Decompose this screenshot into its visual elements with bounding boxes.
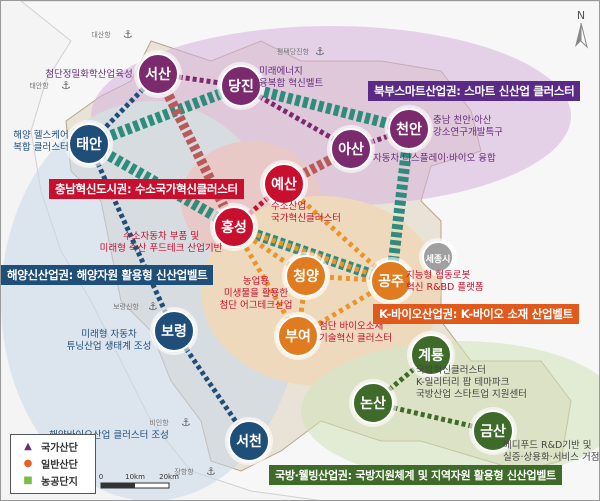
belt-link	[87, 80, 243, 150]
legend-label: 일반산단	[41, 460, 78, 471]
city-node: 보령	[150, 307, 198, 355]
annotation-label: 수소자동차 부품 및 미래형 축산 푸드테크 산업기반	[100, 230, 223, 254]
port-label: 대산항	[91, 30, 111, 39]
legend-item-general: ● 일반산단	[21, 455, 95, 472]
city-node: 세종시	[419, 238, 457, 276]
anchor-icon: ⚓	[206, 465, 216, 478]
annotation-label: 미래형 자동차 튜닝산업 생태계 조성	[67, 328, 152, 352]
annotation-label: 첨단 바이오소재 기술혁신 클러스터	[319, 321, 392, 344]
port-label: 보령신항	[113, 302, 139, 311]
city-node: 부여	[274, 312, 322, 360]
port-label: 비인항	[149, 418, 169, 427]
city-label: 천안	[396, 121, 422, 138]
city-node: 계룡	[407, 331, 455, 379]
port-label: 평택당진항	[277, 47, 310, 56]
port-marker: ⚓ 평택당진항	[277, 45, 325, 58]
belt-link	[385, 128, 415, 282]
city-label: 서산	[145, 66, 171, 83]
scale-bar: 0 10km 20km	[99, 473, 179, 489]
city-node: 논산	[349, 379, 397, 427]
legend-item-agri: ■ 농공단지	[21, 472, 95, 489]
city-node: 당진	[217, 62, 265, 110]
anchor-icon: ⚓	[123, 28, 133, 41]
city-label: 당진	[228, 78, 254, 95]
city-node: 예산	[260, 160, 308, 208]
city-label: 논산	[360, 395, 386, 412]
belt-link	[86, 142, 177, 333]
legend: ▲ 국가산단 ● 일반산단 ■ 농공단지	[10, 434, 96, 494]
banner-north: 북부스마트산업권: 스마트 신산업 클러스터	[368, 81, 581, 101]
city-node: 서산	[134, 50, 182, 98]
city-label: 청양	[293, 269, 319, 285]
annotation-label: 농업용 미생물을 활용한 첨단 어그테크산업	[220, 275, 293, 311]
zone-defense	[301, 341, 599, 481]
annotation-label: 자동차·디스플레이·바이오 융합	[373, 152, 496, 164]
city-label: 태안	[76, 136, 102, 153]
port-marker: ⚓ 비인항	[149, 416, 191, 429]
anchor-icon: ⚓	[181, 416, 191, 429]
anchor-icon: ⚓	[148, 300, 158, 313]
city-node: 태안	[65, 120, 113, 168]
port-label: 장항항	[174, 467, 194, 476]
city-label: 공주	[378, 274, 404, 290]
banner-marine: 해양신산업권: 해양자원 활용형 신산업벨트	[1, 265, 214, 285]
city-node: 홍성	[210, 203, 258, 251]
scale-tick: 10km	[125, 473, 145, 481]
port-marker: ⚓ 대산항	[91, 28, 133, 41]
city-node: 청양	[282, 252, 330, 300]
north-label: N	[577, 9, 585, 22]
city-label: 홍성	[221, 219, 247, 236]
annotation-label: 첨단정밀화학산업육성	[45, 68, 132, 80]
anchor-icon: ⚓	[315, 45, 325, 58]
banner-defense: 국방·웰빙산업권: 국방지원체계 및 지역자원 활용형 신산업벨트	[269, 465, 562, 485]
banner-k-bio: K-바이오산업권: K-바이오 소재 산업벨트	[373, 304, 579, 324]
belt-link	[305, 273, 392, 284]
legend-item-national: ▲ 국가산단	[21, 438, 95, 455]
city-label: 계룡	[418, 348, 444, 364]
port-marker: ⚓ 장항항	[174, 465, 216, 478]
city-label: 부여	[285, 328, 311, 345]
legend-label: 농공단지	[41, 477, 78, 488]
port-marker: ⚓ 보령신항	[113, 300, 158, 313]
belt-link	[153, 71, 239, 230]
city-label: 금산	[480, 423, 506, 440]
north-arrow: N	[575, 9, 588, 49]
annotation-label: 해양 헬스케어 복합 클러스터	[13, 129, 68, 153]
port-label: 태안항	[29, 81, 49, 90]
city-node: 서천	[225, 417, 273, 465]
city-label: 아산	[338, 141, 364, 158]
legend-label: 국가산단	[41, 443, 78, 454]
belt-link	[239, 80, 411, 135]
circle-icon: ●	[23, 458, 33, 469]
anchor-icon: ⚓	[61, 79, 71, 92]
scale-tick: 0	[99, 473, 103, 481]
belt-link	[371, 353, 433, 405]
square-icon: ■	[23, 475, 33, 486]
port-marker: ⚓ 태안항	[29, 79, 71, 92]
city-node: 공주	[367, 257, 415, 305]
city-label: 보령	[161, 324, 187, 340]
city-node: 천안	[385, 105, 433, 153]
city-node: 금산	[469, 407, 517, 455]
annotation-label: 수소산업 국가혁신클러스터	[271, 200, 341, 224]
city-node: 아산	[327, 125, 375, 173]
belt-link	[282, 182, 393, 283]
annotation-label: 미래에너지 융복합 혁신벨트	[259, 66, 323, 89]
annotation-label: 국방혁신클러스터 K-밀리터리 팝 테마파크 국방산업 스타트업 지원센터	[416, 365, 527, 400]
city-label: 서천	[236, 434, 262, 450]
scale-tick: 20km	[159, 473, 179, 481]
banner-innovation-city: 충남혁신도시권: 수소국가혁신클러스터	[49, 179, 244, 199]
annotation-label: 충남 천안·아산 강소연구개발특구	[433, 115, 503, 138]
triangle-icon: ▲	[24, 441, 32, 452]
annotation-label: 지능형 협동로봇 혁신 R&BD 플랫폼	[406, 269, 484, 293]
city-label: 예산	[271, 176, 297, 193]
ports: ⚓ 대산항 ⚓ 평택당진항 ⚓ 태안항 ⚓ 보령신항 ⚓ 비인항 ⚓ 장항항	[29, 28, 325, 478]
city-label: 세종시	[426, 253, 451, 265]
annotation-label: 메디푸드 R&D기반 및 실증·상용화·서비스 거점	[503, 439, 599, 463]
